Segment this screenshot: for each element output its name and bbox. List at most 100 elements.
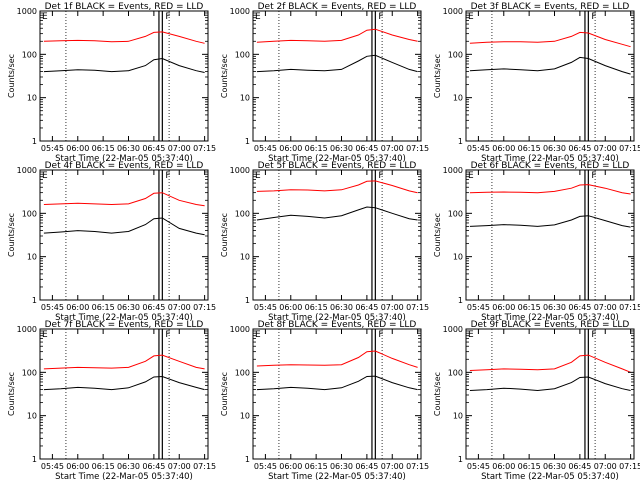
marker-label-e: E: [468, 171, 474, 181]
events-series-line: [256, 206, 418, 221]
marker-label-e: E: [255, 12, 261, 22]
marker-label-e: E: [255, 330, 261, 340]
x-tick-label: 06:45: [355, 462, 378, 471]
lld-series-line: [43, 31, 205, 44]
y-tick-label: 10: [27, 253, 37, 262]
x-tick-label: 06:30: [543, 303, 566, 312]
y-tick-label: 1: [32, 455, 37, 464]
marker-label-f: F: [591, 330, 596, 340]
x-tick-label: 07:15: [193, 462, 216, 471]
x-tick-label: 06:45: [142, 303, 165, 312]
x-axis-label: Start Time (22-Mar-05 05:37:40): [268, 472, 406, 480]
x-tick-label: 07:00: [168, 462, 191, 471]
x-axis-label: Start Time (22-Mar-05 05:37:40): [481, 472, 619, 480]
y-tick-label: 10: [240, 253, 250, 262]
panel-title: Det 7f BLACK = Events, RED = LLD: [45, 320, 204, 330]
events-series-line: [469, 56, 631, 75]
y-tick-label: 100: [22, 50, 37, 59]
y-tick-label: 1000: [17, 325, 37, 334]
y-tick-label: 1: [245, 455, 250, 464]
y-tick-label: 100: [22, 209, 37, 218]
panel-title: Det 6f BLACK = Events, RED = LLD: [471, 161, 630, 171]
y-tick-label: 1: [245, 296, 250, 305]
x-tick-label: 06:30: [117, 303, 140, 312]
x-tick-label: 06:45: [568, 462, 591, 471]
events-series-line: [43, 217, 205, 236]
marker-label-f: F: [591, 12, 596, 22]
lld-series-line: [256, 350, 418, 368]
lld-series-line: [43, 192, 205, 207]
x-tick-label: 06:30: [330, 144, 353, 153]
y-tick-label: 1: [32, 296, 37, 305]
y-tick-label: 10: [240, 94, 250, 103]
y-tick-label: 1: [32, 137, 37, 146]
y-tick-label: 100: [448, 209, 463, 218]
x-tick-label: 06:30: [117, 144, 140, 153]
x-tick-label: 06:00: [492, 462, 515, 471]
y-tick-label: 1000: [443, 325, 463, 334]
x-tick-label: 05:45: [254, 144, 277, 153]
panel-title: Det 8f BLACK = Events, RED = LLD: [258, 320, 417, 330]
y-tick-label: 10: [453, 253, 463, 262]
lld-series-line: [43, 354, 205, 370]
x-tick-label: 07:15: [619, 303, 640, 312]
x-tick-label: 05:45: [41, 144, 64, 153]
x-tick-label: 06:00: [279, 462, 302, 471]
x-tick-label: 06:00: [492, 303, 515, 312]
plot-frame: [39, 328, 209, 460]
x-tick-label: 06:15: [92, 144, 115, 153]
y-tick-label: 1: [458, 455, 463, 464]
x-tick-label: 06:00: [66, 303, 89, 312]
x-tick-label: 06:00: [66, 144, 89, 153]
x-tick-label: 06:30: [543, 462, 566, 471]
x-tick-label: 07:00: [594, 303, 617, 312]
x-tick-label: 06:45: [568, 303, 591, 312]
x-tick-label: 06:15: [518, 144, 541, 153]
x-tick-label: 07:15: [193, 303, 216, 312]
y-axis-label: Counts/sec: [7, 372, 16, 416]
x-tick-label: 06:15: [305, 303, 328, 312]
y-tick-label: 1000: [443, 166, 463, 175]
marker-label-e: E: [42, 12, 48, 22]
x-tick-label: 05:45: [41, 303, 64, 312]
x-tick-label: 06:30: [330, 462, 353, 471]
y-tick-label: 1000: [443, 7, 463, 16]
y-axis-label: Counts/sec: [7, 213, 16, 257]
y-tick-label: 1: [458, 296, 463, 305]
x-tick-label: 06:00: [66, 462, 89, 471]
x-tick-label: 06:00: [279, 303, 302, 312]
y-tick-label: 1000: [230, 166, 250, 175]
y-tick-label: 10: [453, 94, 463, 103]
x-tick-label: 06:15: [518, 462, 541, 471]
x-tick-label: 07:15: [193, 144, 216, 153]
lld-series-line: [469, 354, 631, 373]
x-tick-label: 06:45: [355, 144, 378, 153]
y-tick-label: 10: [27, 412, 37, 421]
x-tick-label: 06:30: [117, 462, 140, 471]
marker-label-f: F: [165, 330, 170, 340]
events-series-line: [256, 375, 418, 391]
panel-title: Det 9f BLACK = Events, RED = LLD: [471, 320, 630, 330]
y-tick-label: 1000: [17, 7, 37, 16]
y-tick-label: 1: [458, 137, 463, 146]
y-tick-label: 10: [27, 94, 37, 103]
marker-label-e: E: [42, 330, 48, 340]
plot-frame: [39, 169, 209, 301]
x-axis-label: Start Time (22-Mar-05 05:37:40): [481, 313, 619, 323]
marker-label-f: F: [165, 12, 170, 22]
x-tick-label: 07:00: [168, 303, 191, 312]
y-axis-label: Counts/sec: [220, 213, 229, 257]
y-tick-label: 1: [245, 137, 250, 146]
x-axis-label: Start Time (22-Mar-05 05:37:40): [268, 313, 406, 323]
y-tick-label: 10: [453, 412, 463, 421]
marker-label-f: F: [378, 171, 383, 181]
x-tick-label: 05:45: [254, 462, 277, 471]
